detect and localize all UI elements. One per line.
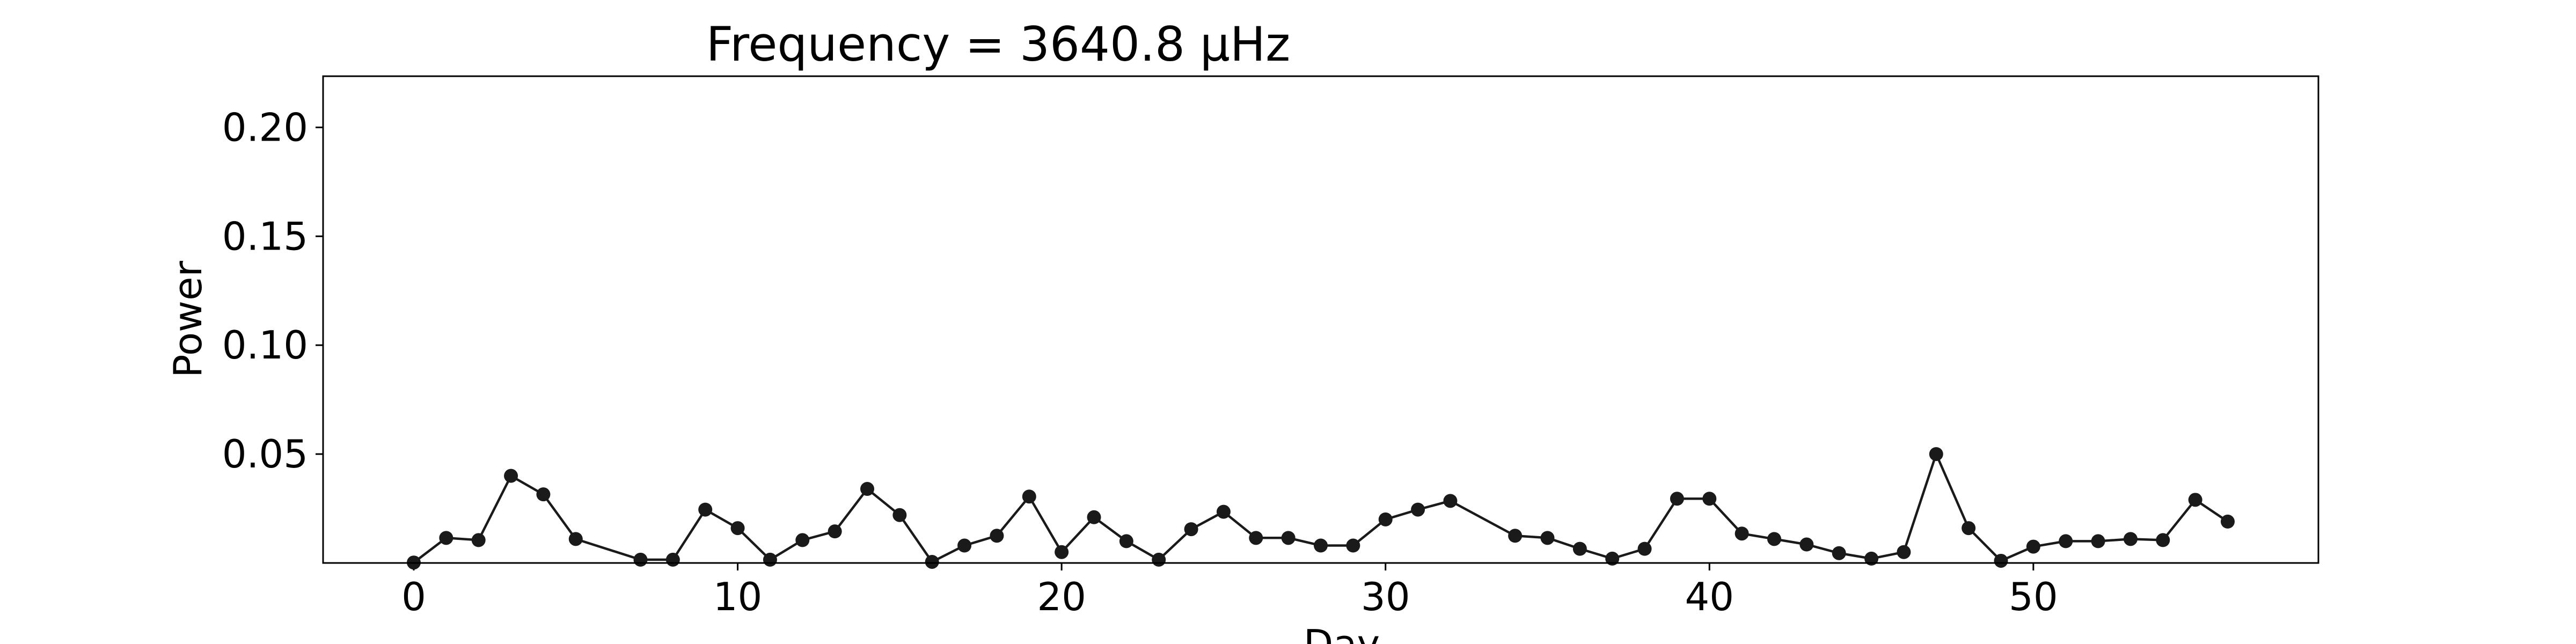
- data-point: [763, 552, 777, 567]
- data-point: [1670, 492, 1684, 506]
- data-point: [1087, 510, 1101, 524]
- data-point: [1540, 531, 1555, 545]
- y-tick-label: 0.05: [222, 431, 308, 477]
- data-point: [1411, 502, 1425, 517]
- data-point: [1832, 546, 1846, 560]
- data-point: [957, 538, 972, 553]
- data-point: [1249, 531, 1263, 545]
- data-point: [2091, 534, 2105, 548]
- data-point: [471, 533, 486, 547]
- data-point: [1799, 537, 1814, 552]
- data-point: [2123, 532, 2138, 546]
- plot-frame: [322, 75, 2319, 564]
- data-point: [1735, 526, 1749, 541]
- data-point: [665, 552, 680, 567]
- data-point: [2026, 539, 2040, 554]
- data-point: [1055, 545, 1069, 559]
- data-point: [1572, 541, 1587, 556]
- y-axis-label: Power: [165, 261, 210, 378]
- data-point: [1929, 447, 1943, 462]
- data-point: [1605, 551, 1620, 566]
- data-point: [698, 502, 713, 517]
- data-series: [407, 447, 2235, 570]
- data-point: [1994, 553, 2008, 568]
- data-point: [990, 529, 1004, 543]
- x-axis-label: Day: [1304, 621, 1380, 644]
- x-tick-label: 20: [1037, 574, 1086, 619]
- chart-title: Frequency = 3640.8 μHz: [706, 17, 1291, 72]
- data-point: [1443, 494, 1458, 508]
- data-point: [925, 554, 939, 569]
- x-tick-label: 50: [2009, 574, 2058, 619]
- data-point: [504, 469, 518, 483]
- data-point: [1962, 521, 1976, 536]
- x-tick-label: 10: [713, 574, 763, 619]
- data-point: [1508, 529, 1523, 543]
- data-point: [795, 533, 810, 547]
- x-tick-label: 30: [1361, 574, 1410, 619]
- data-point: [1216, 504, 1231, 519]
- data-point: [2156, 533, 2170, 547]
- data-point: [1314, 538, 1328, 553]
- data-point: [1637, 541, 1652, 556]
- data-point: [1767, 532, 1781, 546]
- axis-ticks: 0 10 20 30 40 50 0.05 0.10 0.15 0.20: [222, 105, 2058, 619]
- data-point: [2059, 534, 2073, 548]
- data-point: [536, 487, 551, 502]
- y-tick-label: 0.20: [222, 105, 308, 150]
- data-point: [828, 524, 842, 539]
- data-point: [1702, 492, 1717, 506]
- data-point: [1119, 534, 1133, 548]
- data-point: [1022, 489, 1036, 504]
- x-tick-label: 0: [401, 574, 426, 619]
- data-point: [568, 532, 583, 546]
- data-point: [1378, 512, 1393, 526]
- y-tick-label: 0.10: [222, 323, 308, 368]
- data-point: [2221, 514, 2235, 529]
- data-point: [1897, 545, 1911, 559]
- data-point: [1346, 538, 1360, 553]
- data-point: [730, 521, 745, 536]
- data-point: [892, 508, 907, 522]
- x-tick-label: 40: [1685, 574, 1734, 619]
- data-point: [1864, 551, 1879, 566]
- data-point: [860, 482, 874, 496]
- data-point: [439, 531, 453, 545]
- data-point: [633, 552, 648, 567]
- data-point: [1184, 522, 1198, 537]
- data-point: [1152, 552, 1166, 567]
- data-point: [1281, 531, 1296, 545]
- y-tick-label: 0.15: [222, 214, 308, 259]
- data-point: [2188, 493, 2202, 507]
